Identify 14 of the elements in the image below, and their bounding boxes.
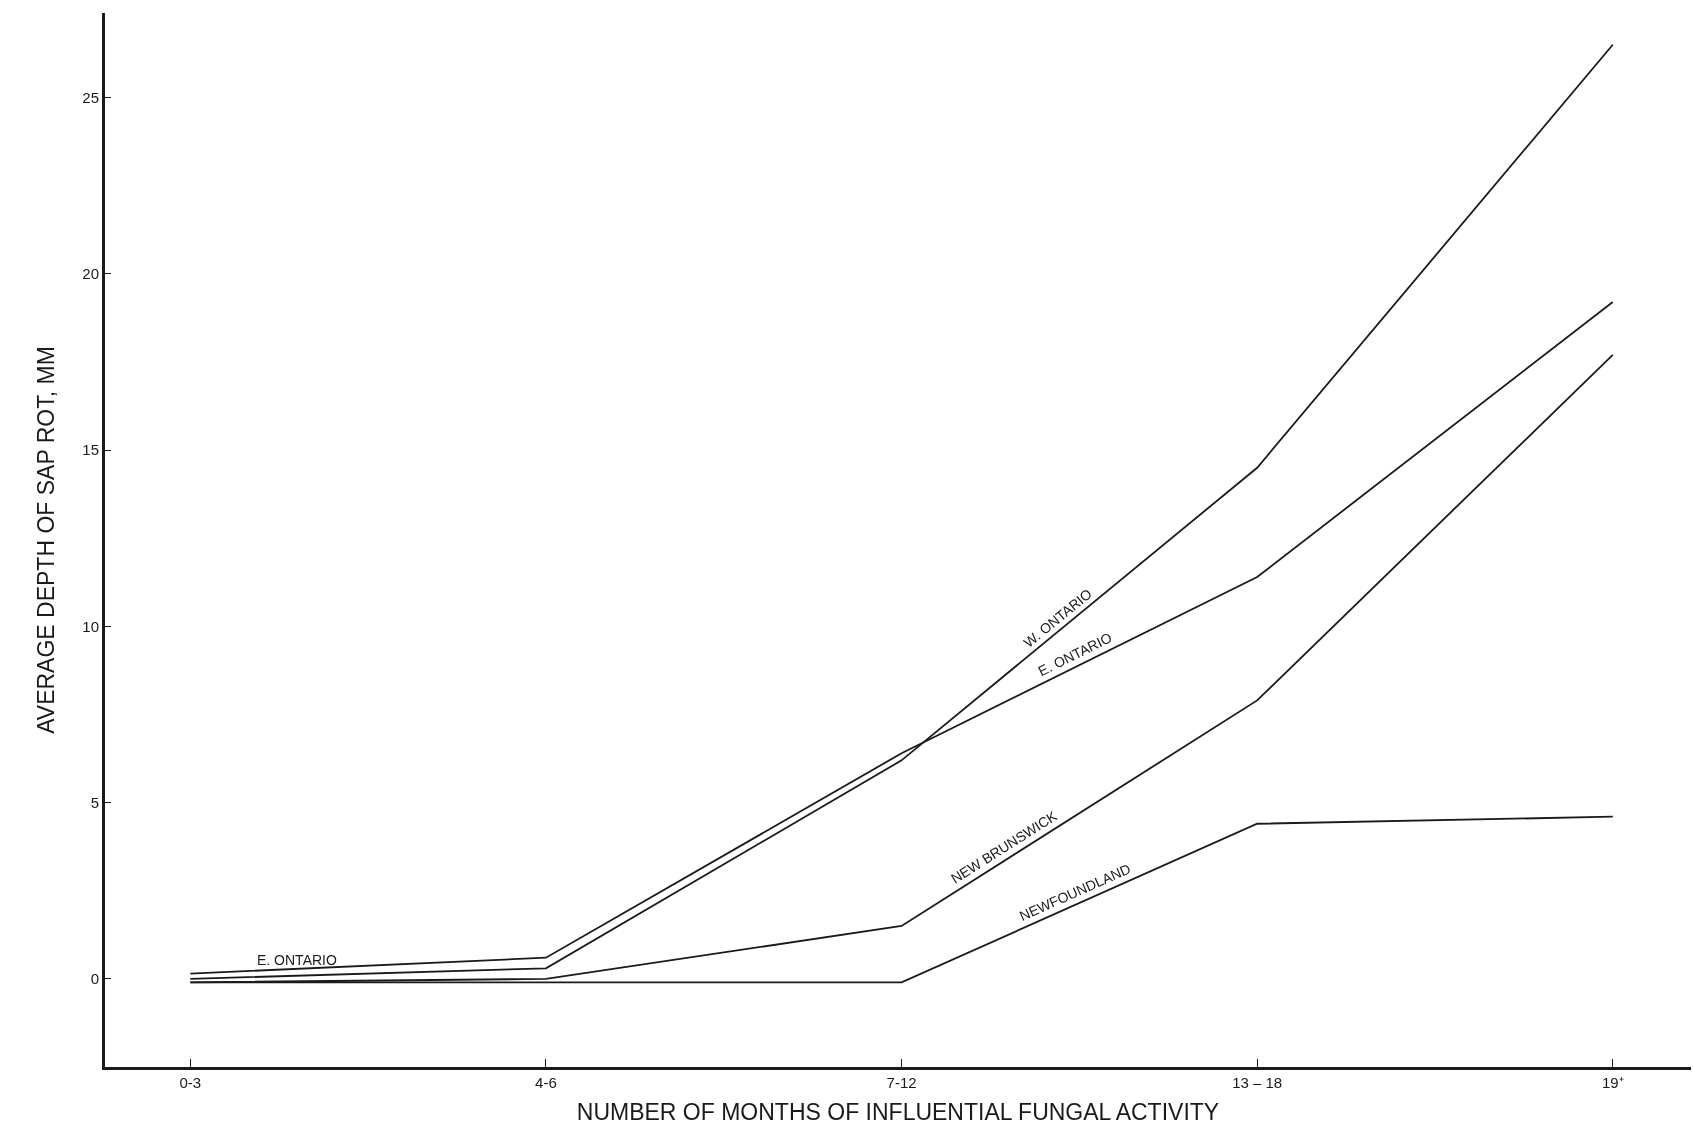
y-tick-label: 20 [82, 265, 99, 283]
y-tick-label: 25 [82, 88, 99, 106]
y-tick-label: 10 [82, 617, 99, 635]
x-axis-title: NUMBER OF MONTHS OF INFLUENTIAL FUNGAL ACTIVITY [576, 1098, 1220, 1125]
x-tick-label: 19⁺ [1601, 1074, 1624, 1091]
x-tick-label: 4-6 [535, 1074, 557, 1091]
x-tick-label: 13 – 18 [1232, 1074, 1283, 1091]
y-tick-label: 5 [90, 793, 99, 811]
y-axis-title: AVERAGE DEPTH OF SAP ROT, MM [32, 346, 59, 734]
x-tick-label: 7-12 [886, 1074, 917, 1091]
y-tick-label: 15 [82, 441, 99, 459]
y-tick-label: 0 [90, 970, 99, 988]
x-tick-label: 0-3 [179, 1074, 202, 1091]
annotation: E. ONTARIO [257, 952, 337, 968]
